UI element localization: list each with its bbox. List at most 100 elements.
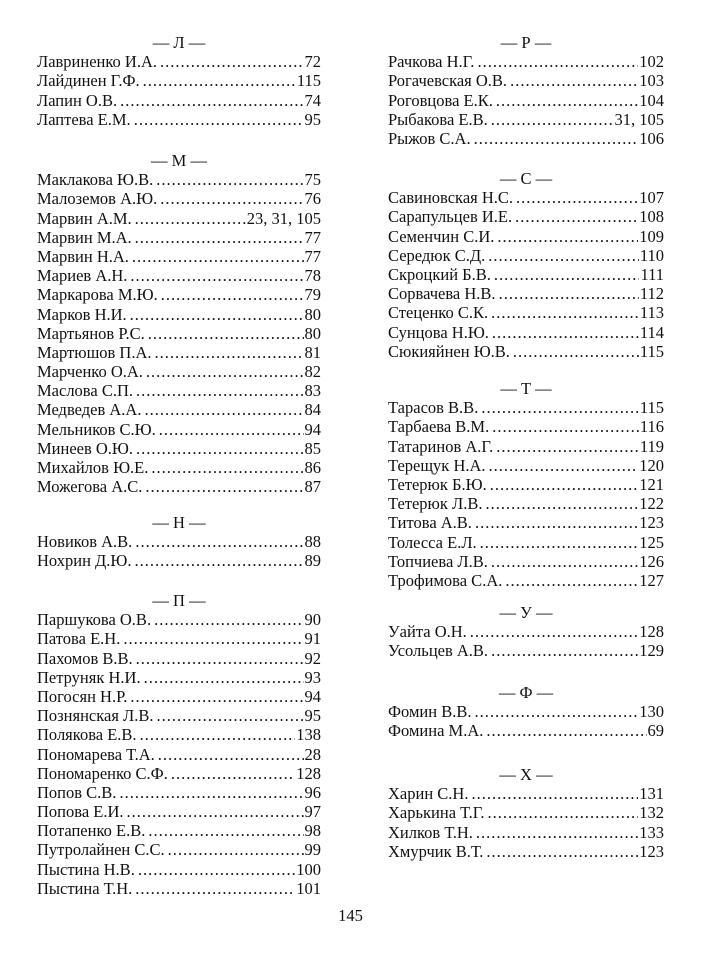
entry-page: 23, 31, 105 [246, 208, 321, 228]
dot-leader [485, 494, 638, 513]
dot-leader [145, 477, 303, 496]
index-entry: Полякова Е.В. 138 [37, 725, 321, 744]
index-entry: Роговцова Е.К. 104 [388, 91, 664, 110]
index-entry: Пыстина Т.Н. 101 [37, 879, 321, 898]
index-entry: Пономарева Т.А. 28 [37, 745, 321, 764]
entry-name: Марвин М.А. [37, 227, 132, 247]
dot-leader [497, 227, 638, 246]
index-entry: Пахомов В.В. 92 [37, 649, 321, 668]
entry-name: Сарапульцев И.Е. [388, 207, 513, 227]
entry-page: 110 [639, 245, 664, 265]
dot-leader [136, 649, 304, 668]
entry-page: 86 [304, 458, 322, 477]
entry-name: Путролайнен С.С. [37, 840, 165, 860]
entry-page: 122 [639, 494, 664, 514]
entry-name: Фомин В.В. [388, 702, 472, 722]
dot-leader [158, 745, 304, 764]
index-entry: Сунцова Н.Ю. 114 [388, 323, 664, 342]
entry-name: Савиновская Н.С. [388, 188, 514, 208]
entry-name: Харькина Т.Г. [388, 803, 485, 823]
entry-page: 76 [304, 189, 322, 209]
dot-leader [491, 641, 638, 660]
entry-name: Нохрин Д.Ю. [37, 551, 132, 571]
entry-name: Семенчин С.И. [388, 226, 495, 246]
index-entry: Тетерюк Л.В. 122 [388, 494, 664, 513]
entry-page: 72 [304, 52, 322, 72]
entry-page: 128 [296, 763, 321, 783]
entry-name: Хилков Т.Н. [388, 822, 473, 842]
entry-name: Лайдинен Г.Ф. [37, 71, 140, 91]
index-entry: Тарбаева В.М. 116 [388, 417, 664, 436]
entry-page: 123 [639, 841, 664, 861]
entry-page: 115 [296, 71, 321, 91]
entry-page: 74 [304, 90, 322, 110]
entry-name: Сюкияйнен Ю.В. [388, 341, 510, 361]
entry-page: 85 [304, 438, 322, 458]
entry-name: Лапин О.В. [37, 90, 118, 110]
dot-leader [135, 551, 304, 570]
dot-leader [505, 571, 638, 590]
entry-name: Тарасов В.В. [388, 398, 479, 418]
entry-name: Топчиева Л.В. [388, 551, 488, 571]
entry-name: Пыстина Т.Н. [37, 878, 133, 898]
entry-name: Харин С.Н. [388, 784, 469, 804]
entry-name: Медведев А.А. [37, 400, 142, 420]
dot-leader [123, 629, 303, 648]
entry-name: Толесса Е.Л. [388, 532, 477, 552]
entry-name: Тетерюк Б.Ю. [388, 474, 487, 494]
entry-name: Рыжов С.А. [388, 128, 471, 148]
entry-name: Пыстина Н.В. [37, 859, 135, 879]
entry-name: Мельников С.Ю. [37, 419, 156, 439]
section-u: — У — Уайта О.Н. 128 Усольцев А.В. 129 [388, 603, 664, 661]
index-entry: Нохрин Д.Ю. 89 [37, 551, 321, 570]
entry-name: Тетерюк Л.В. [388, 494, 483, 514]
dot-leader [134, 110, 304, 129]
dot-leader [136, 439, 303, 458]
entry-page: 88 [304, 532, 322, 552]
entry-page: 93 [304, 667, 322, 687]
section-header: — С — [499, 169, 553, 188]
index-entry: Патова Е.Н. 91 [37, 629, 321, 648]
dot-leader [151, 458, 303, 477]
dot-leader [119, 783, 303, 802]
dot-leader [148, 821, 303, 840]
index-entry: Рогачевская О.В. 103 [388, 71, 664, 90]
dot-leader [135, 879, 295, 898]
dot-leader [135, 209, 246, 228]
index-entry: Трофимова С.А. 127 [388, 571, 664, 590]
dot-leader [488, 246, 639, 265]
entry-page: 121 [639, 474, 664, 494]
dot-leader [494, 265, 640, 284]
dot-leader [140, 725, 296, 744]
index-entry: Тарасов В.В. 115 [388, 398, 664, 417]
entry-name: Михайлов Ю.Е. [37, 458, 149, 477]
entry-page: 98 [304, 821, 322, 841]
dot-leader [130, 305, 304, 324]
index-entry: Маклакова Ю.В. 75 [37, 170, 321, 189]
index-entry: Медведев А.А. 84 [37, 400, 321, 419]
index-entry: Марвин Н.А. 77 [37, 247, 321, 266]
entry-name: Мартьянов Р.С. [37, 323, 145, 343]
index-entry: Титова А.В. 123 [388, 513, 664, 532]
entry-page: 99 [304, 840, 322, 860]
entry-name: Петруняк Н.И. [37, 667, 141, 687]
index-entry: Уайта О.Н. 128 [388, 622, 664, 641]
index-entry: Рыбакова Е.В. 31, 105 [388, 110, 664, 129]
dot-leader [480, 533, 639, 552]
dot-leader [492, 417, 639, 436]
index-entry: Мартьянов Р.С. 80 [37, 324, 321, 343]
entry-name: Попова Е.И. [37, 802, 124, 822]
index-entry: Татаринов А.Г. 119 [388, 437, 664, 456]
entry-page: 101 [296, 878, 321, 898]
entry-name: Марченко О.А. [37, 362, 143, 382]
section-header: — У — [499, 603, 553, 622]
entry-name: Марвин Н.А. [37, 246, 129, 266]
index-entry: Харин С.Н. 131 [388, 784, 664, 803]
index-entry: Пыстина Н.В. 100 [37, 860, 321, 879]
index-entry: Марков Н.И. 80 [37, 305, 321, 324]
entry-name: Фомина М.А. [388, 721, 484, 741]
